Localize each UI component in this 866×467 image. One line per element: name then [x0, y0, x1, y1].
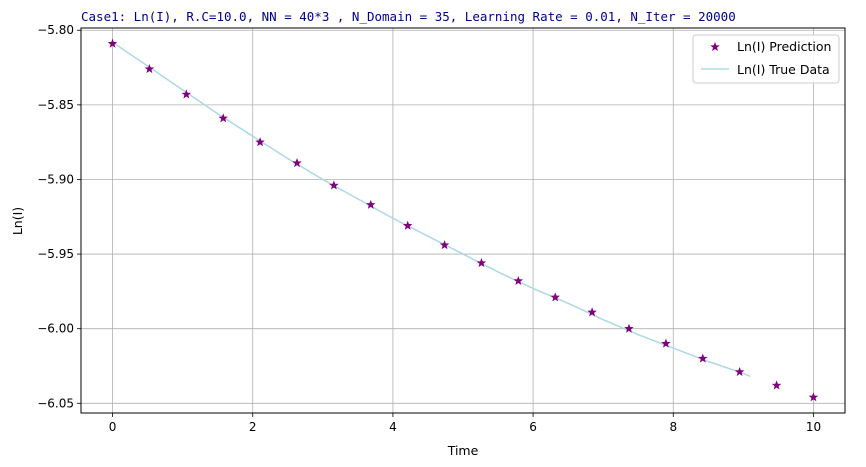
y-tick-label: −5.80 — [37, 23, 74, 37]
chart-title: Case1: Ln(I), R.C=10.0, NN = 40*3 , N_Do… — [81, 9, 736, 24]
prediction-point — [771, 380, 782, 390]
prediction-point — [587, 307, 597, 317]
x-tick-label: 10 — [806, 420, 821, 434]
prediction-point — [808, 392, 819, 402]
prediction-point — [550, 292, 560, 302]
prediction-point — [661, 338, 671, 348]
y-tick-label: −5.85 — [37, 98, 74, 112]
prediction-point — [144, 64, 155, 74]
prediction-point — [292, 158, 302, 168]
prediction-point — [402, 220, 413, 230]
prediction-point — [624, 323, 634, 333]
prediction-point — [255, 137, 265, 147]
y-tick-label: −6.00 — [37, 322, 74, 336]
ticks: 0 2 4 6 8 10 −5.80 −5.85 −5.90 −5.95 −6.00 −6.05 — [37, 23, 821, 434]
prediction-point — [107, 38, 118, 48]
legend-true-data-label: Ln(I) True Data — [737, 62, 830, 77]
y-axis-label: Ln(I) — [10, 207, 25, 235]
prediction-point — [476, 258, 487, 268]
prediction-point — [218, 113, 228, 123]
x-tick-label: 0 — [109, 420, 117, 434]
x-tick-label: 4 — [389, 420, 397, 434]
legend-box — [692, 34, 840, 84]
marker-layer — [107, 38, 819, 402]
prediction-point — [734, 366, 745, 377]
legend-prediction-marker — [710, 42, 720, 52]
y-tick-label: −5.95 — [37, 247, 74, 261]
plot-frame — [80, 27, 846, 414]
y-tick-label: −6.05 — [37, 396, 74, 410]
prediction-point — [181, 89, 192, 99]
legend: Ln(I) Prediction Ln(I) True Data — [692, 34, 840, 84]
prediction-point — [698, 353, 708, 363]
legend-star-icon — [710, 42, 720, 52]
x-tick-label: 2 — [249, 420, 257, 434]
legend-prediction-label: Ln(I) Prediction — [737, 39, 831, 54]
y-tick-label: −5.90 — [37, 172, 74, 186]
prediction-point — [329, 180, 339, 190]
x-tick-label: 8 — [669, 420, 677, 434]
prediction-point — [439, 240, 450, 250]
prediction-point — [513, 275, 524, 285]
x-axis-label: Time — [447, 443, 479, 458]
prediction-point — [366, 199, 376, 209]
x-tick-label: 6 — [529, 420, 537, 434]
